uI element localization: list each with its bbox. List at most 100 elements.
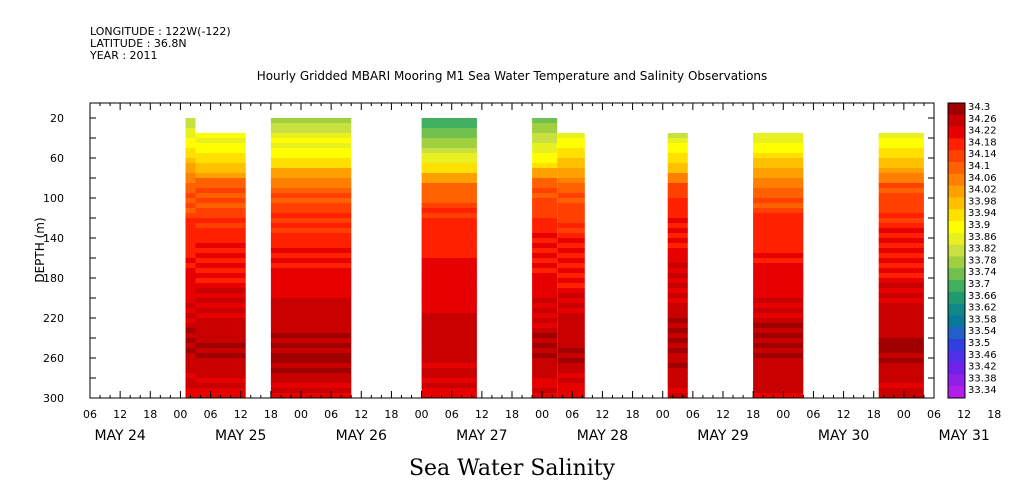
- data-segment: [753, 133, 804, 398]
- salinity-cell: [185, 348, 196, 354]
- salinity-cell: [195, 378, 246, 384]
- salinity-cell: [185, 183, 196, 189]
- salinity-cell: [270, 143, 352, 149]
- salinity-cell: [421, 388, 477, 394]
- x-hour-label: 06: [686, 408, 700, 421]
- salinity-cell: [557, 348, 585, 354]
- salinity-cell: [667, 333, 688, 339]
- salinity-cell: [195, 283, 246, 289]
- colorbar: 34.334.2634.2234.1834.1434.134.0634.0233…: [947, 102, 997, 399]
- colorbar-label: 33.46: [968, 350, 997, 361]
- x-hour-label: 00: [897, 408, 911, 421]
- salinity-cell: [185, 318, 196, 324]
- salinity-cell: [270, 228, 352, 234]
- x-hour-label: 06: [324, 408, 338, 421]
- colorbar-label: 34.06: [968, 173, 997, 184]
- salinity-cell: [185, 158, 196, 164]
- colorbar-swatch: [948, 303, 965, 316]
- salinity-cell: [195, 188, 246, 194]
- salinity-cell: [557, 293, 585, 299]
- data-segment: [195, 133, 246, 398]
- salinity-cell: [532, 218, 558, 224]
- salinity-cell: [421, 303, 477, 309]
- salinity-cell: [195, 323, 246, 329]
- salinity-cell: [557, 208, 585, 214]
- salinity-cell: [532, 208, 558, 214]
- salinity-cell: [270, 243, 352, 249]
- salinity-cell: [753, 148, 804, 154]
- salinity-cell: [878, 253, 924, 259]
- salinity-cell: [667, 338, 688, 344]
- salinity-cell: [195, 183, 246, 189]
- salinity-cell: [195, 278, 246, 284]
- salinity-cell: [753, 193, 804, 199]
- salinity-cell: [270, 283, 352, 289]
- colorbar-swatch: [948, 173, 965, 186]
- salinity-cell: [878, 358, 924, 364]
- salinity-cell: [421, 333, 477, 339]
- salinity-cell: [195, 223, 246, 229]
- salinity-cell: [878, 213, 924, 219]
- salinity-cell: [878, 383, 924, 389]
- salinity-cell: [878, 188, 924, 194]
- colorbar-label: 33.62: [968, 303, 997, 314]
- colorbar-label: 33.42: [968, 362, 997, 373]
- salinity-cell: [667, 158, 688, 164]
- salinity-cell: [421, 253, 477, 259]
- salinity-cell: [195, 308, 246, 314]
- salinity-cell: [421, 248, 477, 254]
- salinity-cell: [421, 358, 477, 364]
- salinity-cell: [878, 138, 924, 144]
- salinity-cell: [878, 203, 924, 209]
- salinity-cell: [421, 238, 477, 244]
- salinity-cell: [185, 213, 196, 219]
- salinity-cell: [667, 218, 688, 224]
- salinity-cell: [270, 213, 352, 219]
- salinity-cell: [185, 298, 196, 304]
- salinity-cell: [667, 168, 688, 174]
- salinity-cell: [878, 348, 924, 354]
- colorbar-swatch: [948, 103, 965, 116]
- salinity-cell: [270, 333, 352, 339]
- salinity-cell: [185, 153, 196, 159]
- salinity-cell: [667, 223, 688, 229]
- salinity-cell: [270, 158, 352, 164]
- salinity-cell: [753, 223, 804, 229]
- salinity-cell: [557, 158, 585, 164]
- colorbar-label: 33.66: [968, 291, 997, 302]
- salinity-cell: [753, 218, 804, 224]
- salinity-cell: [557, 353, 585, 359]
- salinity-cell: [878, 163, 924, 169]
- salinity-cell: [195, 383, 246, 389]
- salinity-cell: [667, 273, 688, 279]
- y-tick-label: 220: [43, 312, 64, 325]
- salinity-cell: [753, 308, 804, 314]
- salinity-cell: [753, 388, 804, 394]
- salinity-cell: [195, 248, 246, 254]
- salinity-cell: [753, 228, 804, 234]
- salinity-cell: [195, 348, 246, 354]
- salinity-cell: [195, 198, 246, 204]
- salinity-cell: [270, 288, 352, 294]
- salinity-cell: [557, 203, 585, 209]
- x-hour-label: 06: [83, 408, 97, 421]
- salinity-cell: [195, 353, 246, 359]
- x-hour-label: 06: [806, 408, 820, 421]
- salinity-cell: [532, 248, 558, 254]
- salinity-cell: [753, 353, 804, 359]
- salinity-cell: [532, 378, 558, 384]
- salinity-cell: [532, 153, 558, 159]
- salinity-cell: [270, 318, 352, 324]
- salinity-cell: [667, 313, 688, 319]
- salinity-cell: [195, 313, 246, 319]
- x-hour-label: 00: [656, 408, 670, 421]
- colorbar-swatch: [948, 327, 965, 340]
- salinity-cell: [878, 273, 924, 279]
- salinity-cell: [270, 123, 352, 129]
- x-date-label: MAY 30: [818, 428, 869, 444]
- salinity-cell: [667, 173, 688, 179]
- x-hour-label: 12: [113, 408, 127, 421]
- salinity-cell: [753, 283, 804, 289]
- y-axis-label: DEPTH (m): [33, 217, 47, 282]
- salinity-cell: [667, 263, 688, 269]
